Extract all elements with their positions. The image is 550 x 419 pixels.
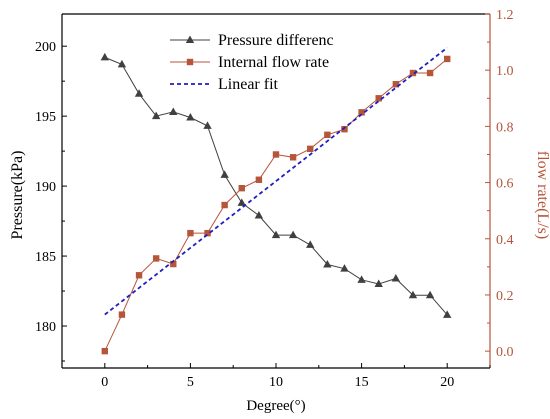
pressure-point: [357, 275, 366, 283]
flow-rate-point: [444, 55, 451, 63]
pressure-point: [151, 111, 161, 120]
flow-rate-point: [358, 109, 365, 116]
flow-rate-point: [409, 69, 417, 77]
y-left-tick-label: 190: [35, 180, 56, 195]
x-axis-title: Degree(°): [246, 398, 305, 414]
x-tick-label: 5: [187, 375, 194, 390]
pressure-point: [220, 170, 229, 178]
pressure-point: [271, 230, 281, 239]
flow-rate-point: [392, 81, 400, 88]
y-left-tick-label: 195: [35, 110, 56, 125]
flow-rate-point: [118, 311, 126, 318]
flow-rate-point: [375, 95, 382, 102]
flow-rate-point: [204, 229, 211, 237]
pressure-point: [374, 279, 383, 288]
flow-rate-point: [289, 154, 297, 161]
pressure-point: [117, 59, 127, 68]
flow-rate-point: [341, 125, 348, 133]
y-right-tick-label: 0.4: [496, 233, 514, 248]
pressure-point: [203, 121, 212, 129]
series-layer: [100, 46, 452, 355]
x-tick-label: 0: [101, 375, 108, 390]
flow-rate-point: [101, 347, 108, 355]
legend-marker-square: [186, 58, 194, 66]
legend-label-1: Internal flow rate: [218, 54, 329, 71]
pressure-point: [254, 210, 264, 219]
flow-rate-point: [152, 255, 160, 262]
flow-rate-point: [135, 272, 143, 279]
flow-rate-point: [307, 145, 314, 153]
flow-rate-point: [221, 201, 228, 209]
y-right-tick-label: 1.2: [496, 8, 514, 23]
flow-rate-point: [187, 229, 194, 237]
x-tick-label: 15: [355, 375, 369, 390]
pressure-point: [323, 259, 332, 268]
legend-marker-triangle: [185, 35, 195, 43]
flow-rate-point: [324, 131, 331, 139]
pressure-point: [306, 240, 315, 248]
y-right-tick-label: 0.8: [496, 120, 514, 135]
pressure-point: [391, 273, 401, 282]
y-left-tick-label: 185: [35, 250, 56, 265]
flow-rate-point: [272, 151, 280, 158]
y-axis-right-title: flow rate(L/s): [534, 151, 550, 239]
legend-label-0: Pressure differenc: [218, 32, 334, 49]
y-right-tick-label: 0.0: [496, 345, 514, 360]
y-right-tick-label: 1.0: [496, 64, 514, 79]
flow-rate-point: [426, 69, 434, 77]
flow-rate-point: [255, 176, 263, 183]
pressure-point: [408, 290, 418, 299]
pressure-point: [186, 113, 195, 121]
y-right-tick-label: 0.2: [496, 289, 514, 304]
pressure-point: [425, 290, 435, 299]
series-line-1: [104, 58, 448, 352]
y-left-tick-label: 200: [35, 40, 56, 55]
pressure-point: [134, 89, 144, 97]
legend: Pressure differenc Internal flow rate Line…: [170, 32, 334, 93]
pressure-point: [169, 107, 178, 115]
x-tick-label: 20: [440, 375, 454, 390]
y-right-tick-label: 0.6: [496, 177, 514, 192]
pressure-point: [340, 264, 349, 272]
legend-label-2: Linear fit: [218, 76, 279, 93]
pressure-point: [237, 198, 246, 206]
x-tick-label: 10: [269, 375, 283, 390]
pressure-point: [100, 52, 109, 61]
y-axis-left-title: Pressure(kPa): [9, 151, 26, 240]
flow-rate-point: [170, 260, 177, 268]
y-left-tick-label: 180: [35, 320, 56, 335]
pressure-point: [288, 230, 298, 239]
axis-ticks: 0 5 10 15 20 180 185 190 195 200 0.0 0.2 0.4 0.6 0.8 1.…: [35, 8, 514, 390]
series-line-2: [104, 46, 448, 316]
pressure-point: [443, 310, 452, 318]
flow-rate-point: [238, 184, 245, 192]
